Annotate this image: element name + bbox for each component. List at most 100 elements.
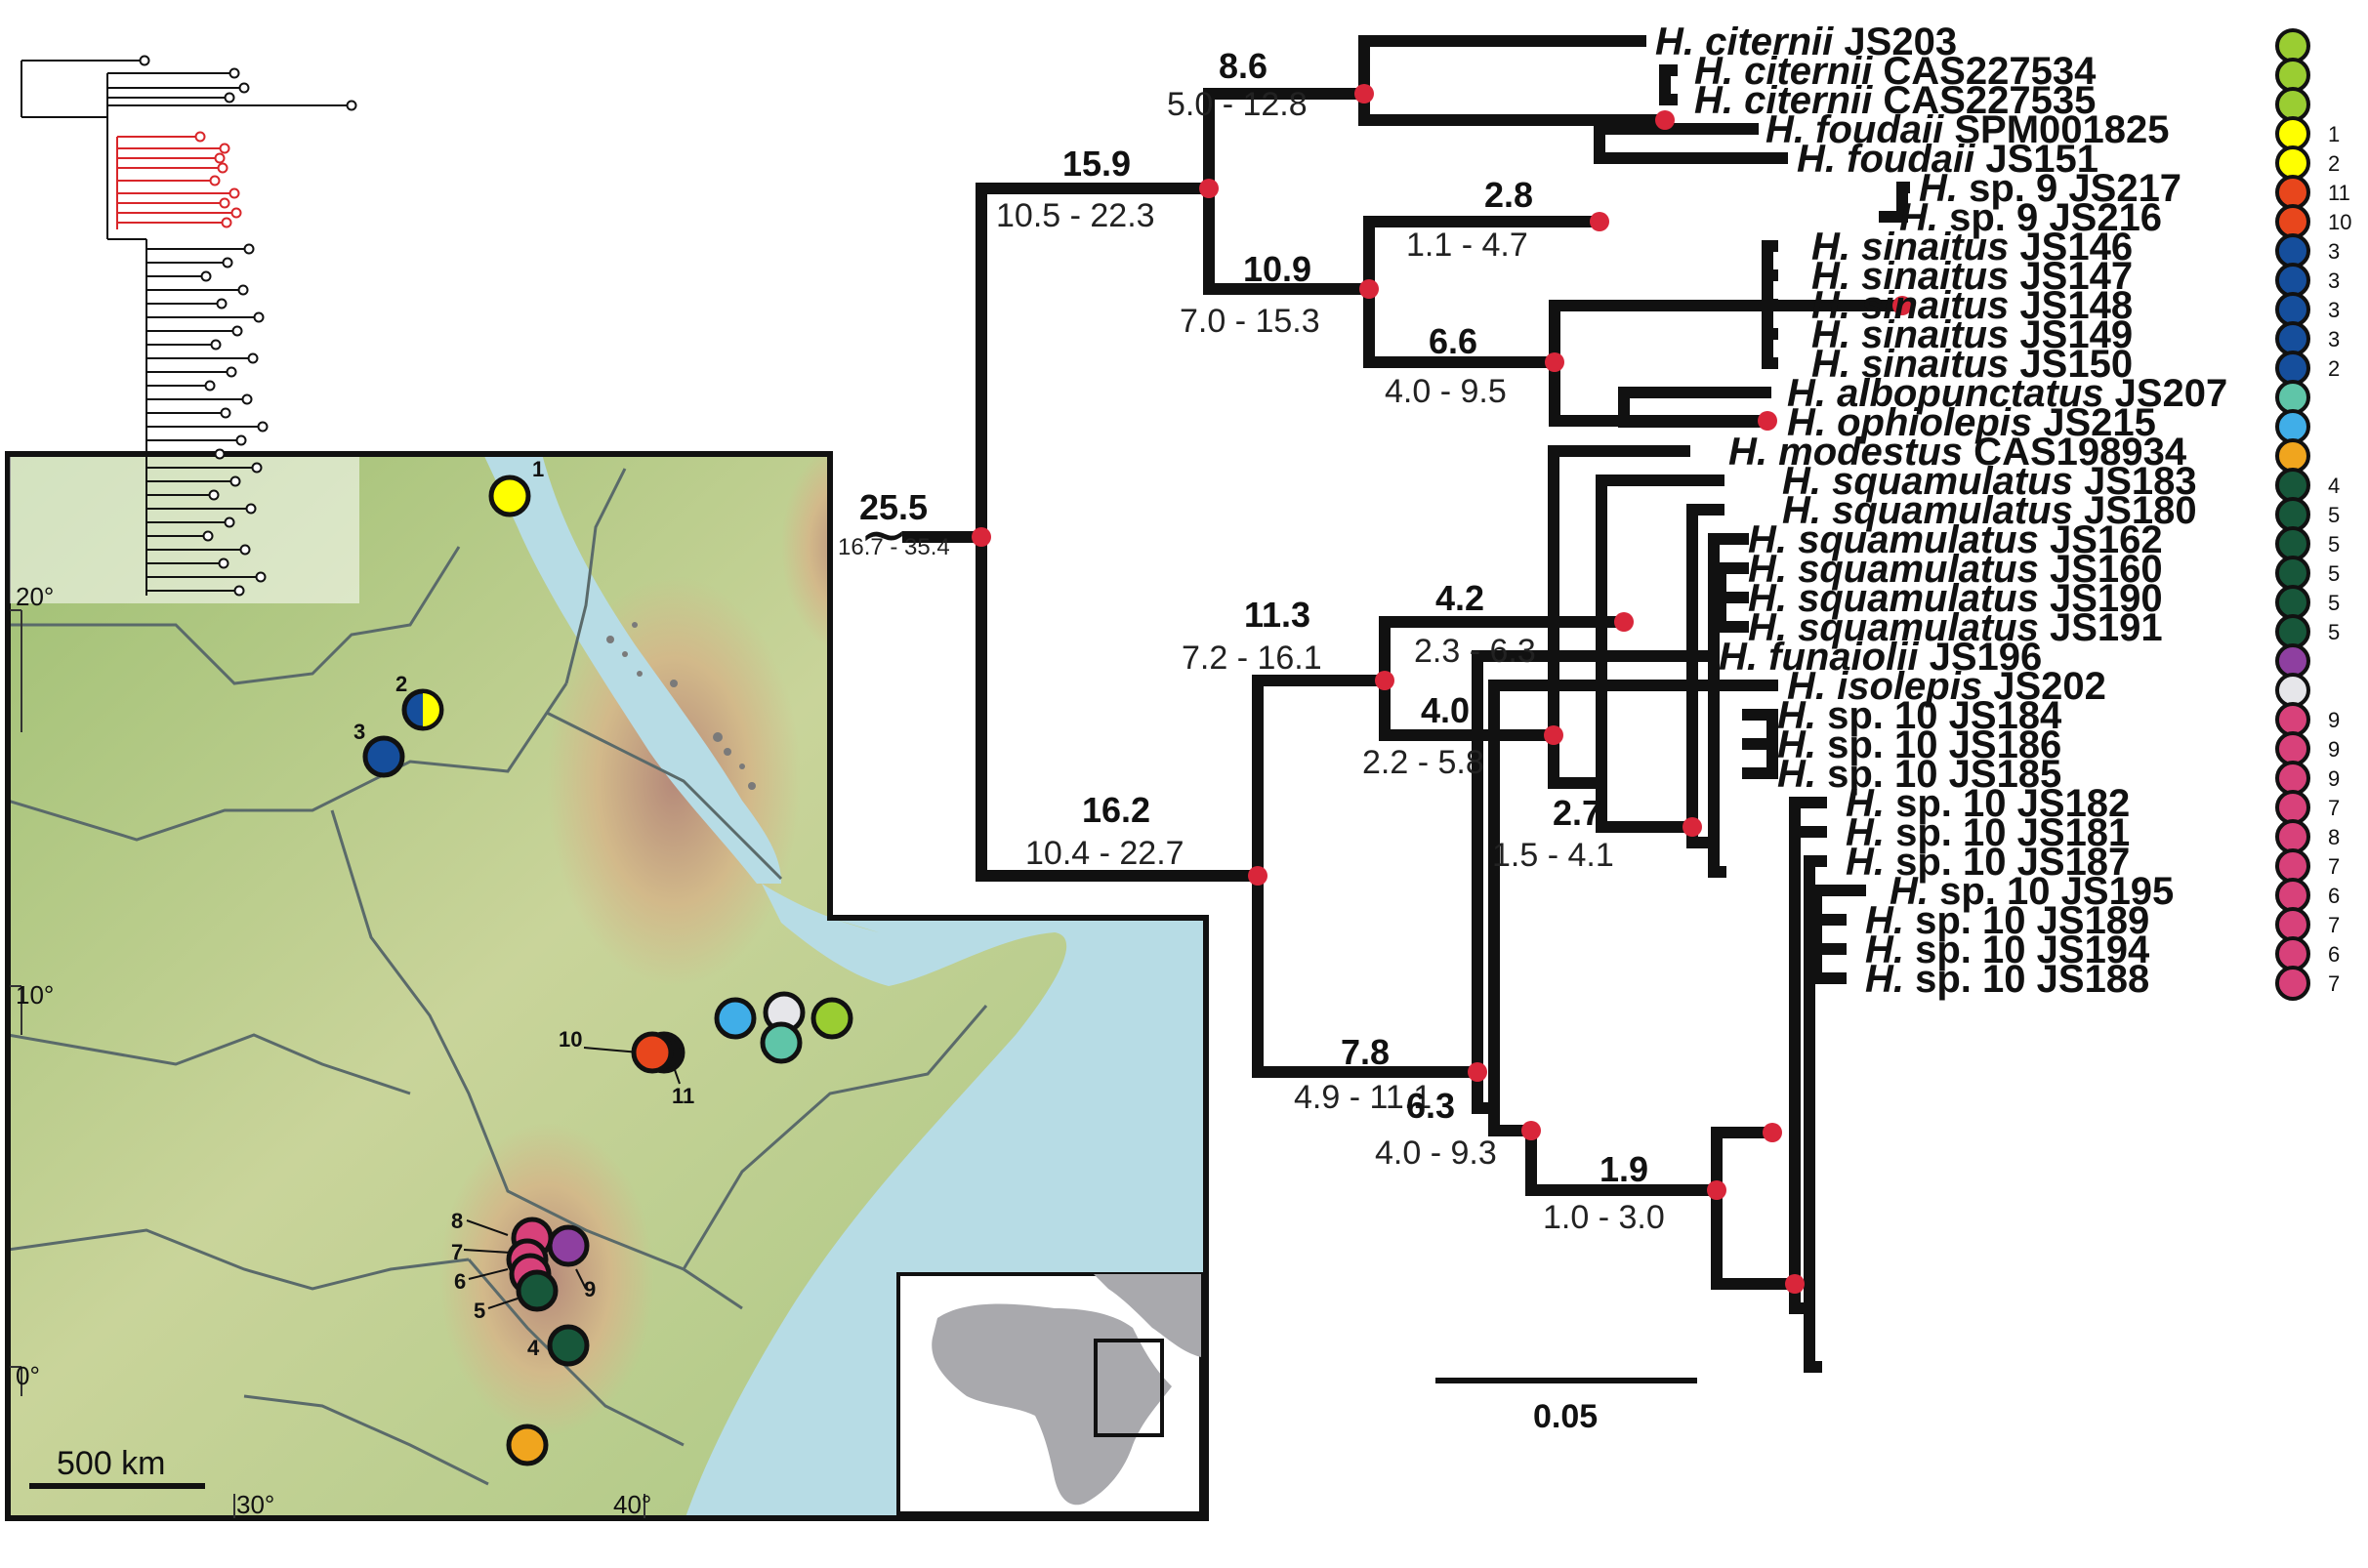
tip-genus: H.: [1811, 226, 1850, 268]
tip-label: H. sp. 10 JS182: [1846, 782, 2130, 825]
tip-color-dot: [2275, 761, 2310, 796]
tip-voucher: JS148: [2009, 284, 2133, 327]
overview-tip: [220, 407, 231, 419]
map-grid: [10, 609, 645, 1518]
tip-genus: H.: [1777, 753, 1816, 796]
tip-voucher: JS202: [1982, 665, 2106, 708]
overview-tip: [241, 393, 253, 405]
overview-tip: [224, 92, 235, 103]
overview-tip: [251, 462, 263, 474]
tip-locality-number: 11: [2328, 181, 2350, 205]
tip-label: H. albopunctatus JS207: [1787, 372, 2227, 415]
tip-epithet: squamulatus: [1832, 489, 2073, 532]
node-age-hpd: 1.5 - 4.1: [1492, 837, 1614, 874]
tip-label: H. modestus CAS198934: [1728, 431, 2187, 474]
tip-genus: H.: [1811, 313, 1850, 356]
tip-label: H. sinaitus JS150: [1811, 343, 2133, 386]
tip-color-dot: [2275, 28, 2310, 63]
map-point-label: 10: [559, 1027, 582, 1052]
tree-node-marker: [1763, 1123, 1782, 1142]
tip-voucher: JS215: [2032, 401, 2156, 444]
tip-epithet: sinaitus: [1861, 313, 2009, 356]
tip-genus: H.: [1728, 431, 1767, 474]
map-point-label: 2: [395, 672, 407, 696]
tip-color-dot: [2275, 673, 2310, 708]
map-point-label: 7: [451, 1240, 463, 1264]
tip-name: sp. 10 JS181: [1895, 811, 2130, 854]
tip-locality-number: 7: [2328, 854, 2340, 879]
map-point-label: 4: [527, 1336, 540, 1360]
inset-highlight-box: [1094, 1339, 1164, 1437]
tip-name: sp. 10 JS185: [1827, 753, 2061, 796]
tip-color-dot: [2275, 819, 2310, 854]
tip-name: sp. 10 JS186: [1827, 723, 2061, 766]
tip-epithet: sinaitus: [1861, 343, 2009, 386]
overview-tip: [139, 55, 150, 66]
tip-epithet: squamulatus: [1832, 460, 2073, 503]
tip-voucher: JS207: [2103, 372, 2227, 415]
tip-color-dot: [2275, 878, 2310, 913]
tip-epithet: albopunctatus: [1837, 372, 2103, 415]
tree-node-marker: [1248, 866, 1267, 886]
overview-tip: [209, 175, 221, 186]
overview-tip: [231, 325, 243, 337]
node-age-hpd: 7.2 - 16.1: [1182, 640, 1322, 677]
tip-locality-number: 5: [2328, 561, 2340, 586]
tip-genus: H.: [1748, 577, 1787, 620]
tip-label: H. sinaitus JS147: [1811, 255, 2133, 298]
node-age-hpd: 4.0 - 9.3: [1375, 1135, 1497, 1172]
tip-color-dot: [2275, 145, 2310, 181]
tree-node-marker: [1590, 212, 1609, 231]
overview-tip: [216, 298, 228, 309]
overview-tip: [204, 380, 216, 392]
tip-color-dot: [2275, 380, 2310, 415]
tip-genus: H.: [1694, 50, 1733, 93]
phylogenetic-tree: 25.5 16.7 - 35.4 15.9 10.5 - 22.3 8.65.0 - 1…: [838, 21, 2351, 1435]
tip-label: H. citernii CAS227535: [1694, 79, 2096, 122]
overview-tip: [221, 217, 232, 228]
tip-color-dot: [2275, 556, 2310, 591]
tree-node-marker: [1785, 1274, 1805, 1294]
tree-node-marker: [1544, 725, 1563, 745]
node-age: 6.6: [1429, 321, 1477, 361]
tip-locality-number: 3: [2328, 239, 2340, 264]
tip-genus: H.: [1919, 167, 1958, 210]
tip-label: H. squamulatus JS160: [1748, 548, 2163, 591]
tree-node-markers: [972, 84, 1912, 1294]
tip-locality-number: 3: [2328, 298, 2340, 322]
overview-tip: [217, 162, 228, 174]
tip-color-dot: [2275, 175, 2310, 210]
tip-color-dot: [2275, 58, 2310, 93]
tree-node-marker: [1545, 352, 1564, 372]
tip-color-dot: [2275, 438, 2310, 474]
node-age: 25.5: [859, 487, 928, 527]
tip-locality-number: 4: [2328, 474, 2340, 498]
tip-label: H. sp. 10 JS188: [1865, 958, 2149, 1001]
tree-node-marker: [1354, 84, 1374, 103]
tree-node-marker: [1521, 1121, 1541, 1140]
tip-epithet: citernii: [1744, 50, 1873, 93]
overview-tip: [230, 207, 242, 219]
tip-epithet: squamulatus: [1798, 518, 2039, 561]
red-sea: [483, 454, 781, 884]
tip-label: H. foudaii JS151: [1797, 138, 2098, 181]
tip-color-dot: [2275, 848, 2310, 884]
tip-epithet: sinaitus: [1861, 226, 2009, 268]
map-point-label: 6: [454, 1269, 466, 1294]
map-frame: [5, 451, 1209, 1521]
tip-color-dot: [2275, 468, 2310, 503]
map-point-10: [631, 1031, 674, 1074]
node-age: 6.3: [1406, 1086, 1455, 1126]
node-age: 16.2: [1082, 790, 1150, 830]
map-point-4: [547, 1324, 590, 1367]
tip-locality-number: 10: [2328, 210, 2351, 234]
tip-name: sp. 9 JS217: [1969, 167, 2181, 210]
node-age: 1.9: [1599, 1149, 1648, 1189]
tip-color-dot: [2275, 204, 2310, 239]
map-point-label: 11: [672, 1084, 694, 1108]
overview-tip: [200, 270, 212, 282]
tip-locality-number: 5: [2328, 503, 2340, 527]
tip-locality-number: 7: [2328, 971, 2340, 996]
